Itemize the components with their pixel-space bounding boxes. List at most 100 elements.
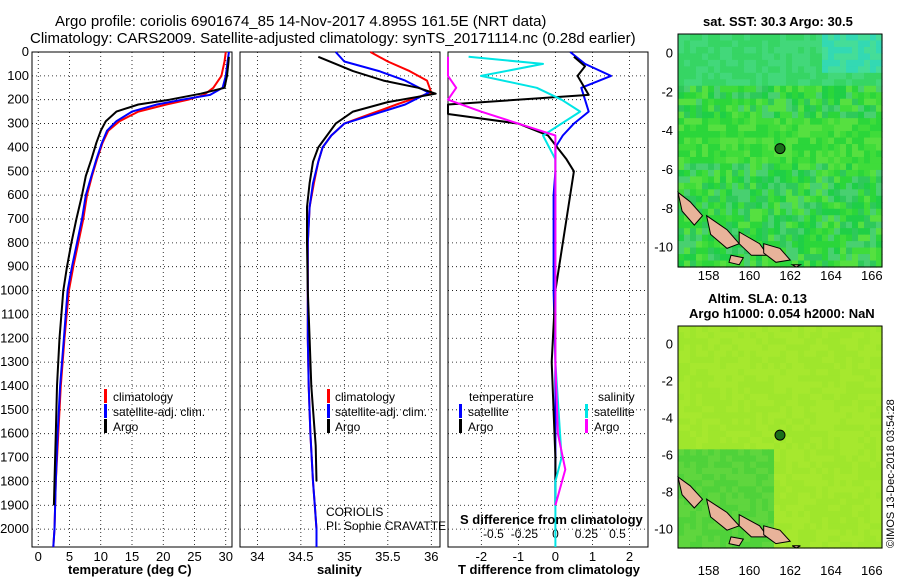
map-cell xyxy=(732,449,739,457)
map-cell xyxy=(852,418,859,426)
map-cell xyxy=(774,344,781,352)
map-cell xyxy=(720,455,727,463)
map-cell xyxy=(828,202,835,210)
map-cell xyxy=(690,480,697,487)
map-cell xyxy=(846,350,853,358)
map-cell xyxy=(816,356,823,364)
map-cell xyxy=(768,208,775,216)
map-cell xyxy=(822,247,829,255)
map-cell xyxy=(678,517,685,524)
map-lat-tick: -10 xyxy=(654,240,673,255)
map-cell xyxy=(678,375,685,383)
map-cell xyxy=(732,486,739,494)
map-cell xyxy=(708,424,715,432)
map-cell xyxy=(750,498,757,506)
map-cell xyxy=(732,424,739,432)
map-cell xyxy=(756,424,763,432)
map-cell xyxy=(714,535,721,543)
map-cell xyxy=(786,381,793,389)
map-cell xyxy=(696,437,703,444)
map-cell xyxy=(792,406,799,413)
map-cell xyxy=(798,260,805,268)
map-cell xyxy=(834,150,841,158)
map-cell xyxy=(744,46,751,55)
x-tick-label: 10 xyxy=(94,549,108,564)
map-cell xyxy=(864,387,871,395)
map-cell xyxy=(786,182,793,190)
map-cell xyxy=(774,202,781,210)
map-cell xyxy=(750,169,757,177)
map-cell xyxy=(732,46,739,55)
map-cell xyxy=(786,344,793,352)
map-cell xyxy=(870,40,877,48)
map-cell xyxy=(828,247,835,255)
map-cell xyxy=(858,338,865,346)
map-cell xyxy=(726,344,733,352)
map-cell xyxy=(678,34,685,42)
map-cell xyxy=(858,144,865,152)
depth-tick-label: 2000 xyxy=(0,521,29,536)
map-cell xyxy=(840,124,847,132)
map-cell xyxy=(852,176,859,184)
map-cell xyxy=(786,118,793,126)
map-cell xyxy=(810,381,817,389)
salinity-legend: climatology satellite-adj. clim. Argo CO… xyxy=(326,389,446,533)
map-cell xyxy=(768,215,775,223)
map-cell xyxy=(864,234,871,242)
map-cell xyxy=(708,381,715,389)
profile-curves xyxy=(52,51,612,548)
map-cell xyxy=(744,34,751,42)
map-cell xyxy=(702,221,709,229)
map-cell xyxy=(786,492,793,500)
argo-location-marker xyxy=(774,143,786,155)
map-cell xyxy=(822,461,829,469)
map-cell xyxy=(720,137,727,145)
map-cell xyxy=(828,381,835,389)
map-cell xyxy=(744,105,751,113)
map-cell xyxy=(864,131,871,139)
map-cell xyxy=(762,234,769,242)
map-cell xyxy=(744,182,751,190)
depth-tick-label: 200 xyxy=(7,92,29,107)
map-cell xyxy=(762,118,769,126)
map-cell xyxy=(858,418,865,426)
map-cell xyxy=(774,46,781,55)
map-cell xyxy=(810,492,817,500)
map-lat-tick: 0 xyxy=(666,45,673,60)
map-cell xyxy=(834,474,841,481)
map-cell xyxy=(816,105,823,113)
map-cell xyxy=(702,381,709,389)
map-cell xyxy=(714,163,721,171)
map-cell xyxy=(774,169,781,177)
map-cell xyxy=(732,105,739,113)
map-cell xyxy=(756,163,763,171)
map-cell xyxy=(738,260,745,268)
map-cell xyxy=(744,418,751,426)
map-cell xyxy=(828,208,835,216)
map-cell xyxy=(696,529,703,537)
map-cell xyxy=(834,260,841,268)
map-cell xyxy=(840,105,847,113)
map-cell xyxy=(810,105,817,113)
map-cell xyxy=(744,387,751,395)
map-cell xyxy=(834,541,841,549)
map-cell xyxy=(714,430,721,438)
map-cell xyxy=(822,254,829,262)
map-cell xyxy=(822,228,829,236)
map-cell xyxy=(756,375,763,383)
map-cell xyxy=(810,40,817,48)
map-cell xyxy=(810,150,817,158)
map-cell xyxy=(696,85,703,93)
map-cell xyxy=(690,150,697,158)
map-cell xyxy=(762,66,769,74)
map-cell xyxy=(732,144,739,152)
map-cell xyxy=(744,480,751,487)
map-cell xyxy=(858,393,865,401)
map-cell xyxy=(804,124,811,132)
map-cell xyxy=(870,363,877,370)
map-cell xyxy=(792,241,799,249)
map-cell xyxy=(798,34,805,42)
figure-title-line1: Argo profile: coriolis 6901674_85 14-Nov… xyxy=(55,13,546,30)
map-cell xyxy=(876,344,883,352)
map-cell xyxy=(714,66,721,74)
